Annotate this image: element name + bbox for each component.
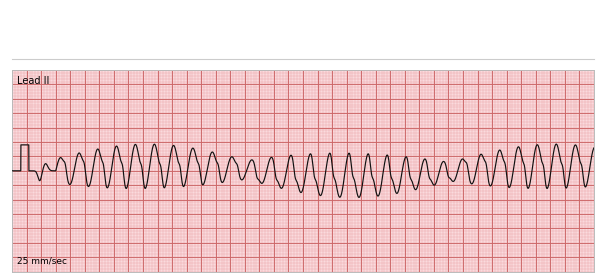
Text: Lead II: Lead II xyxy=(17,76,49,86)
Text: 25 mm/sec: 25 mm/sec xyxy=(17,256,67,265)
